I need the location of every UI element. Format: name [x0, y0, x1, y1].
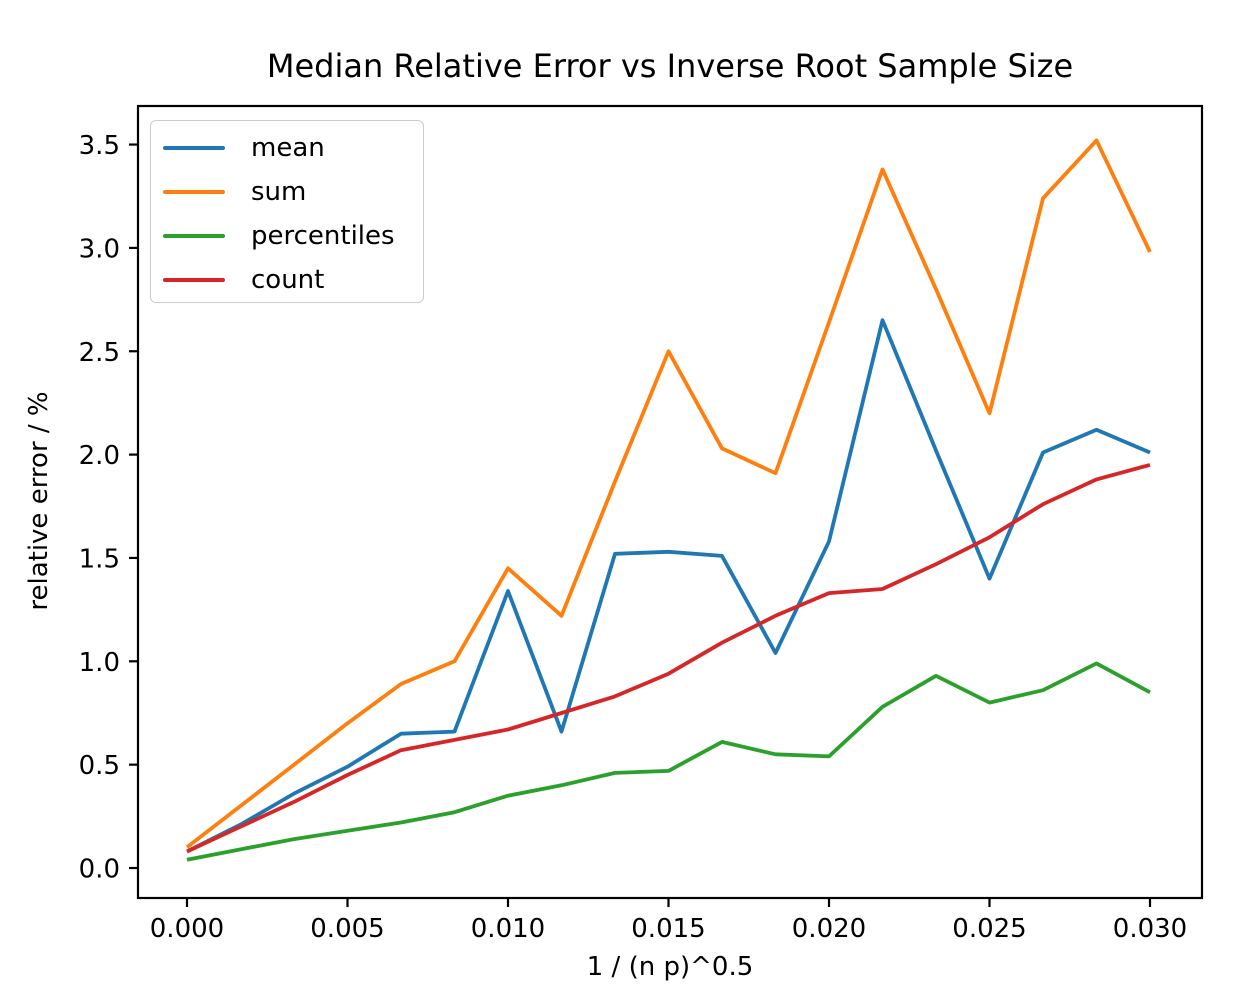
y-tick-label: 3.0	[79, 234, 120, 264]
y-tick-label: 3.5	[79, 131, 120, 161]
legend-swatch-count	[163, 278, 225, 282]
series-line-percentiles	[186, 661, 1151, 862]
y-tick-label: 1.0	[79, 648, 120, 678]
y-tick-label: 2.5	[79, 338, 120, 368]
y-tick-label: 0.0	[79, 855, 120, 885]
y-tick-label: 0.5	[79, 751, 120, 781]
legend-item: mean	[163, 126, 423, 170]
legend-swatch-mean	[163, 146, 225, 150]
y-tick-label: 2.0	[79, 441, 120, 471]
legend-label: count	[251, 265, 325, 295]
x-tick-label: 0.030	[1113, 914, 1187, 944]
series-line-sum	[185, 138, 1152, 849]
legend-item: sum	[163, 170, 423, 214]
x-tick-label: 0.020	[792, 914, 866, 944]
legend-swatch-percentiles	[163, 234, 225, 238]
chart-title: Median Relative Error vs Inverse Root Sa…	[266, 47, 1074, 85]
legend-label: percentiles	[251, 221, 395, 251]
series-line-mean	[186, 318, 1151, 854]
x-tick-label: 0.025	[952, 914, 1026, 944]
legend: mean sum percentiles count	[150, 120, 424, 303]
x-tick-label: 0.005	[310, 914, 384, 944]
legend-swatch-sum	[163, 190, 225, 194]
x-tick-label: 0.015	[631, 914, 705, 944]
legend-item: count	[163, 258, 423, 302]
y-axis-label: relative error / %	[24, 391, 54, 611]
legend-label: mean	[251, 133, 325, 163]
legend-label: sum	[251, 177, 307, 207]
series-line-count	[186, 463, 1151, 854]
plot-border	[136, 104, 1204, 900]
x-tick-label: 0.000	[150, 914, 224, 944]
x-axis-label: 1 / (n p)^0.5	[586, 952, 754, 982]
legend-item: percentiles	[163, 214, 423, 258]
x-tick-label: 0.010	[471, 914, 545, 944]
y-tick-label: 1.5	[79, 544, 120, 574]
